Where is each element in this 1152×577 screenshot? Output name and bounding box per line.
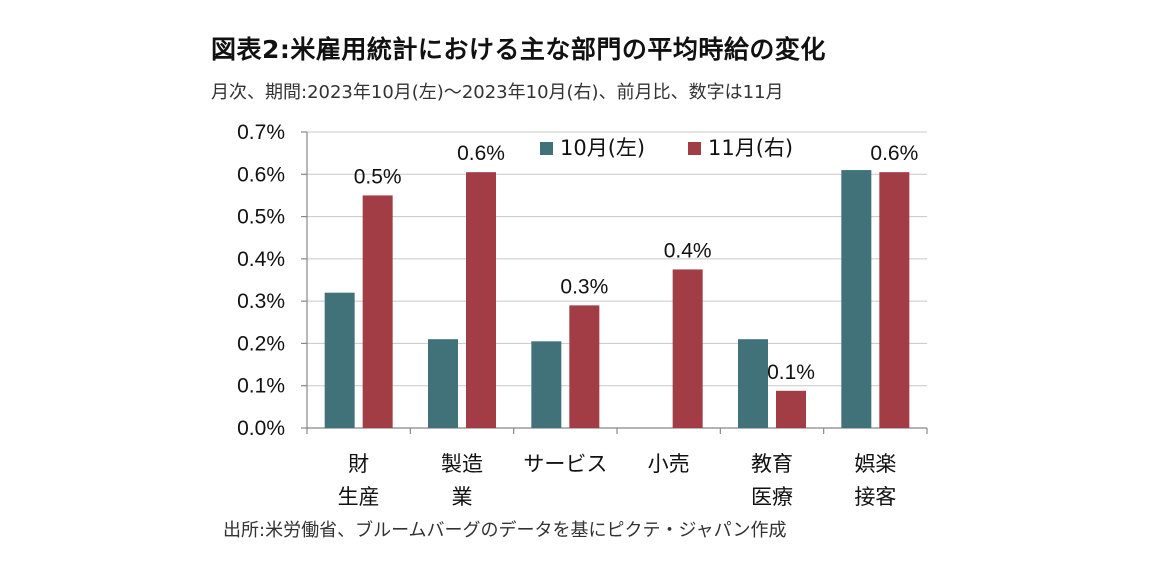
y-tick-label: 0.1%: [237, 375, 285, 398]
chart-title: 図表2:米雇用統計における主な部門の平均時給の変化: [211, 35, 826, 64]
data-label: 0.6%: [870, 142, 918, 165]
data-label: 0.3%: [560, 275, 608, 298]
bar-nov: [362, 195, 393, 428]
bar-nov: [672, 269, 703, 428]
category-label: 財: [348, 452, 369, 476]
category-label: 接客: [854, 485, 896, 509]
bar-oct: [841, 170, 872, 429]
data-label: 0.1%: [767, 361, 815, 384]
y-tick-label: 0.3%: [237, 290, 285, 313]
category-label: 小売: [648, 452, 690, 476]
legend-swatch: [688, 142, 701, 155]
bar-nov: [776, 390, 806, 428]
category-label: 製造: [441, 452, 483, 476]
legend-label: 10月(左): [560, 136, 645, 160]
chart-subtitle: 月次、期間:2023年10月(左)〜2023年10月(右)、前月比、数字は11月: [211, 82, 784, 103]
bar-oct: [324, 292, 355, 428]
category-label: 生産: [338, 485, 380, 509]
chart-source: 出所:米労働省、ブルームバーグのデータを基にピクテ・ジャパン作成: [223, 520, 787, 541]
bar-oct: [531, 341, 562, 428]
bar-oct: [738, 339, 768, 428]
y-tick-label: 0.7%: [237, 121, 285, 144]
category-label: サービス: [523, 452, 607, 476]
legend-swatch: [540, 142, 553, 155]
bar-nov: [569, 305, 600, 428]
y-tick-label: 0.0%: [237, 417, 285, 440]
category-label: 業: [452, 485, 473, 509]
data-label: 0.4%: [664, 239, 712, 262]
y-tick-label: 0.5%: [237, 206, 285, 229]
y-tick-label: 0.4%: [237, 248, 285, 271]
category-label: 教育: [751, 452, 793, 476]
bar-oct: [428, 339, 458, 428]
data-label: 0.5%: [354, 165, 402, 188]
legend-label: 11月(右): [708, 136, 793, 160]
data-label: 0.6%: [457, 142, 505, 165]
y-tick-label: 0.2%: [237, 332, 285, 355]
category-label: 娯楽: [854, 452, 896, 476]
bar-nov: [879, 172, 910, 428]
y-tick-label: 0.6%: [237, 163, 285, 186]
bar-nov: [466, 172, 496, 428]
category-label: 医療: [751, 485, 793, 509]
